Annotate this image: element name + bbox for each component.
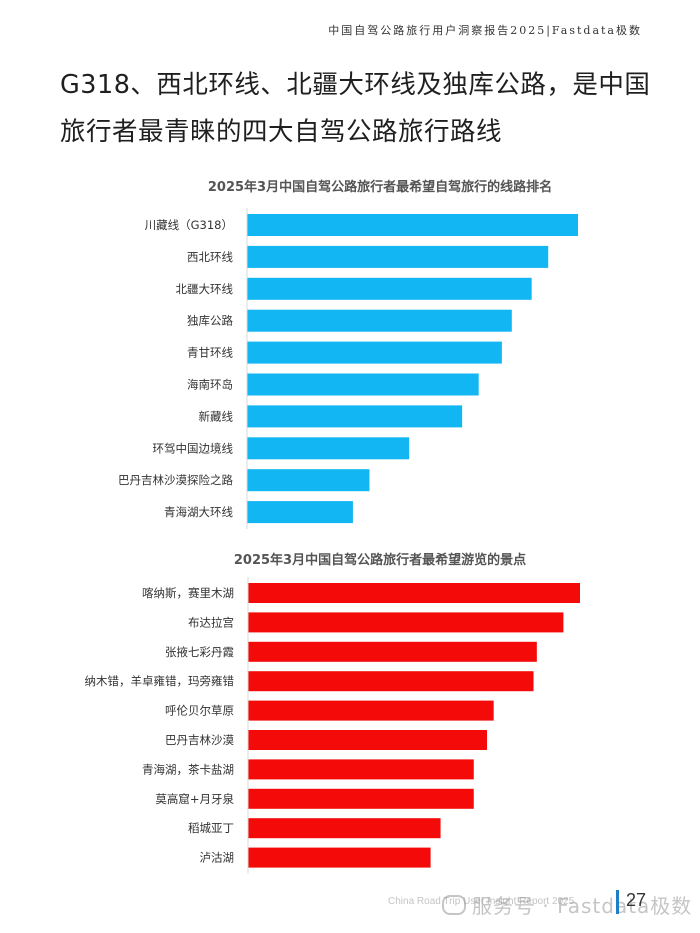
headline-line-1: G318、西北环线、北疆大环线及独库公路，是中国	[60, 70, 651, 100]
bar	[248, 759, 474, 780]
category-label: 独库公路	[187, 314, 233, 328]
bar	[248, 583, 580, 603]
category-label: 张掖七彩丹霞	[165, 645, 234, 659]
category-label: 新藏线	[199, 409, 234, 423]
category-label: 布达拉宫	[188, 615, 234, 629]
bar	[248, 730, 488, 750]
bar	[248, 788, 474, 809]
headline-line-2: 旅行者最青睐的四大自驾公路旅行路线	[60, 117, 503, 147]
category-label: 莫高窟+月牙泉	[155, 792, 234, 806]
bar	[248, 700, 494, 721]
category-label: 喀纳斯，赛里木湖	[142, 586, 234, 600]
bar	[247, 501, 353, 524]
bar	[247, 437, 410, 460]
bar	[248, 818, 441, 839]
bar	[247, 469, 370, 492]
page-number: 27	[626, 890, 647, 910]
category-label: 巴丹吉林沙漠探险之路	[118, 473, 233, 487]
bar	[247, 214, 578, 236]
category-label: 海南环岛	[187, 378, 233, 392]
bar	[247, 309, 512, 332]
bar	[248, 641, 537, 662]
page-divider	[616, 890, 619, 914]
footer-report-name: China Road Trip User Insight Report 2025	[388, 896, 575, 907]
category-label: 稻城亚丁	[188, 821, 234, 835]
watermark-text: 服务号 · Fastdata极数	[472, 894, 693, 918]
bar	[247, 245, 549, 268]
category-label: 川藏线（G318）	[145, 218, 233, 232]
page-headline: G318、西北环线、北疆大环线及独库公路，是中国 旅行者最青睐的四大自驾公路旅行…	[60, 62, 660, 156]
watermark: 服务号 · Fastdata极数	[442, 890, 692, 919]
category-label: 环驾中国边境线	[153, 441, 234, 455]
category-label: 巴丹吉林沙漠	[165, 733, 234, 747]
category-label: 青海湖大环线	[164, 505, 233, 519]
wechat-icon	[442, 895, 466, 915]
category-label: 泸沽湖	[200, 851, 235, 865]
routes-chart-title: 2025年3月中国自驾公路旅行者最希望自驾旅行的线路排名	[207, 180, 553, 195]
bar	[248, 612, 564, 633]
category-label: 北疆大环线	[176, 282, 234, 296]
attractions-bar-chart: 喀纳斯，赛里木湖布达拉宫张掖七彩丹霞纳木错，羊卓雍错，玛旁雍错呼伦贝尔草原巴丹吉…	[85, 577, 580, 874]
attractions-chart-title: 2025年3月中国自驾公路旅行者最希望游览的景点	[233, 553, 527, 568]
category-label: 西北环线	[187, 250, 233, 264]
bar	[247, 373, 479, 396]
bar	[247, 405, 463, 428]
bar	[247, 341, 502, 364]
bar	[248, 671, 534, 692]
category-label: 纳木错，羊卓雍错，玛旁雍错	[85, 674, 235, 688]
routes-bar-chart: 川藏线（G318） 西北环线北疆大环线独库公路青甘环线海南环岛新藏线环驾中国边境线…	[118, 208, 578, 530]
category-label: 青海湖，茶卡盐湖	[142, 762, 234, 776]
bar	[248, 847, 431, 868]
category-label: 青甘环线	[187, 346, 233, 360]
bar	[247, 277, 532, 300]
report-header: 中国自驾公路旅行用户洞察报告2025|Fastdata极数	[328, 24, 642, 37]
category-label: 呼伦贝尔草原	[165, 704, 234, 718]
